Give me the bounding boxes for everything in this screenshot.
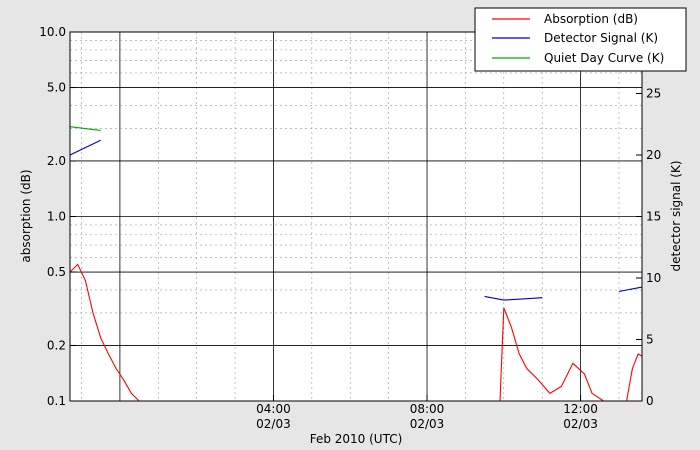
series-absorption-line <box>70 263 642 401</box>
y-left-tick-label: 1.0 <box>47 210 66 224</box>
ticks: 0.10.20.51.02.05.010.0051015202504:0002/… <box>39 25 661 431</box>
x-tick-label-time: 12:00 <box>563 402 598 416</box>
x-tick-label-time: 04:00 <box>256 402 291 416</box>
legend-label-quiet-day: Quiet Day Curve (K) <box>544 51 664 65</box>
y-right-tick-label: 10 <box>646 271 661 285</box>
y-right-tick-label: 5 <box>646 333 654 347</box>
series-quiet-day-curve-line <box>70 126 101 131</box>
y-left-tick-label: 0.1 <box>47 394 66 408</box>
y-right-tick-label: 0 <box>646 394 654 408</box>
y-axis-label-left: absorption (dB) <box>19 169 33 262</box>
y-left-tick-label: 0.5 <box>47 265 66 279</box>
grid <box>70 32 642 402</box>
y-left-tick-label: 0.2 <box>47 338 66 352</box>
y-left-tick-label: 5.0 <box>47 81 66 95</box>
y-axis-label-right: detector signal (K) <box>669 160 683 271</box>
y-left-tick-label: 10.0 <box>39 25 66 39</box>
legend-label-absorption: Absorption (dB) <box>544 12 638 26</box>
y-right-tick-label: 20 <box>646 148 661 162</box>
legend: Absorption (dB) Detector Signal (K) Quie… <box>474 7 687 72</box>
y-right-tick-label: 15 <box>646 210 661 224</box>
x-tick-label-date: 02/03 <box>256 417 291 431</box>
y-right-tick-label: 25 <box>646 87 661 101</box>
x-tick-label-date: 02/03 <box>410 417 445 431</box>
legend-label-detector: Detector Signal (K) <box>544 31 658 45</box>
series-layer <box>70 81 642 401</box>
x-tick-label-date: 02/03 <box>563 417 598 431</box>
x-axis-label: Feb 2010 (UTC) <box>310 432 403 446</box>
x-tick-label-time: 08:00 <box>410 402 445 416</box>
y-left-tick-label: 2.0 <box>47 154 66 168</box>
